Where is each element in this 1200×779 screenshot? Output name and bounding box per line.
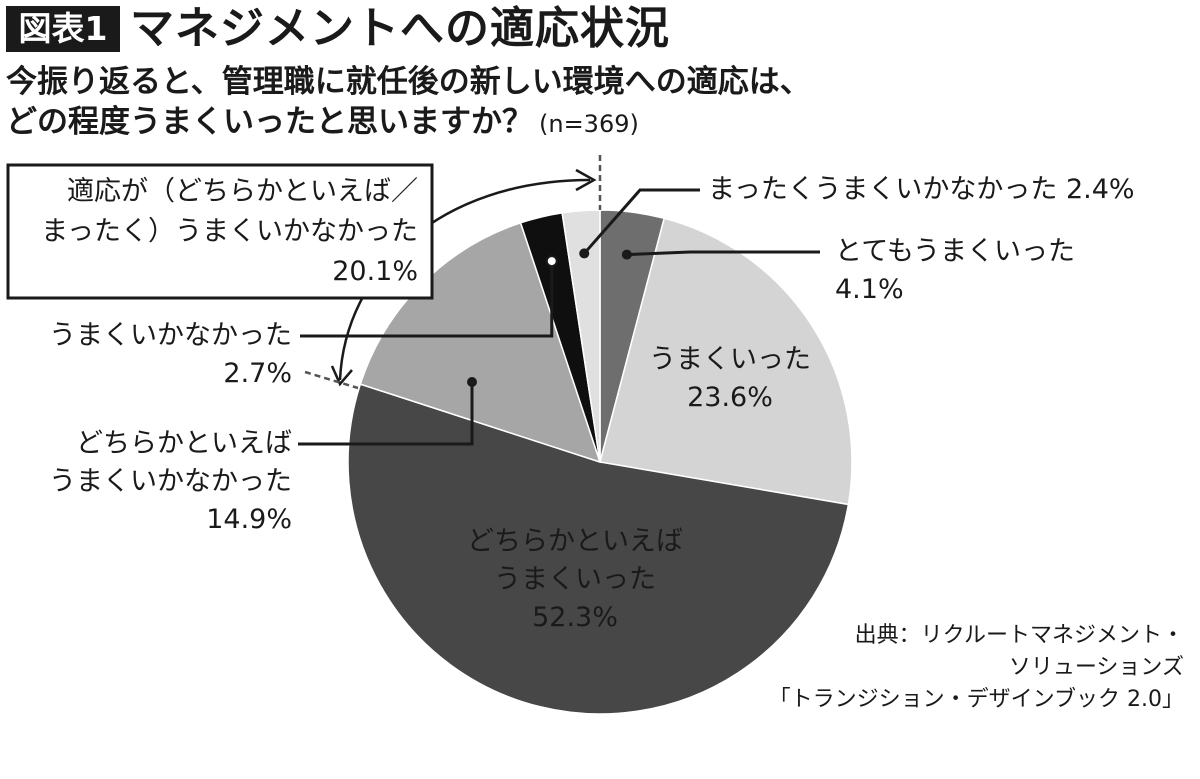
pie-slice-good [599,217,853,506]
leader-line-bad [300,261,554,338]
label-somewhat-good-line-2: うまくいった [494,564,656,595]
figure-title: マネジメントへの適応状況 [130,3,670,54]
label-good-line-1: うまくいった [649,344,811,375]
label-good-line-2: 23.6% [687,382,773,413]
label-somewhat-bad-line-2: うまくいかなかった [49,466,292,497]
leader-line-somewhat-bad [298,382,474,446]
pie-slice-somewhat-good [347,383,850,715]
figure-badge: 図表1 [6,6,120,52]
summary-box-line-1: 適応が（どちらかといえば／ [67,176,418,207]
leader-dot-bad [545,255,558,268]
label-bad-line-2: 2.7% [223,358,292,389]
source-line-2: ソリューションズ [1008,655,1184,680]
question-text: どの程度うまくいったと思いますか？ [6,104,533,140]
summary-box-line-2: まったく）うまくいかなかった [41,216,418,247]
question-line-2: どの程度うまくいったと思いますか？ (n=369) [6,102,811,144]
label-somewhat-good-line-1: どちらかといえば [467,526,683,557]
summary-box-line-3: 20.1% [332,256,418,287]
sample-size: (n=369) [539,110,639,138]
question-line-1: 今振り返ると、管理職に就任後の新しい環境への適応は、 [6,64,811,100]
label-very-good-line-1: とてもうまくいった [835,236,1075,267]
summary-box-frame [6,163,434,300]
source-note: 出典：リクルートマネジメント・ ソリューションズ 「トランジション・デザインブッ… [769,620,1184,716]
label-somewhat-good: どちらかといえばうまくいった 52.3% [467,526,683,633]
label-somewhat-bad-line-3: 14.9% [206,504,292,535]
summary-dashed-line [304,370,359,390]
survey-question: 今振り返ると、管理職に就任後の新しい環境への適応は、 どの程度うまくいったと思い… [6,62,811,144]
summary-arrow-head-right [575,168,597,192]
leader-line-very-good [626,250,820,257]
label-somewhat-bad-line-1: どちらかといえば [76,428,292,459]
label-bad-line-1: うまくいかなかった [49,320,292,351]
source-line-3: 「トランジション・デザインブック 2.0」 [768,687,1184,712]
label-very-good: とてもうまくいった 4.1% [835,236,1075,305]
summary-arrow-head-left [330,365,353,387]
summary-box: 適応が（どちらかといえば／ まったく）うまくいかなかった 20.1% [6,163,434,300]
label-not-at-all: まったくうまくいかなかった 2.4% [708,174,1135,205]
label-good: うまくいった 23.6% [649,344,811,413]
source-line-1: 出典：リクルートマネジメント・ [854,623,1184,648]
label-somewhat-good-line-3: 52.3% [532,602,618,633]
label-not-at-all-line-1: まったくうまくいかなかった 2.4% [708,174,1135,205]
label-very-good-line-2: 4.1% [835,274,904,305]
leader-line-not-at-all [583,188,700,255]
label-bad: うまくいかなかった 2.7% [49,320,292,389]
label-somewhat-bad: どちらかといえばうまくいかなかった 14.9% [49,428,292,535]
